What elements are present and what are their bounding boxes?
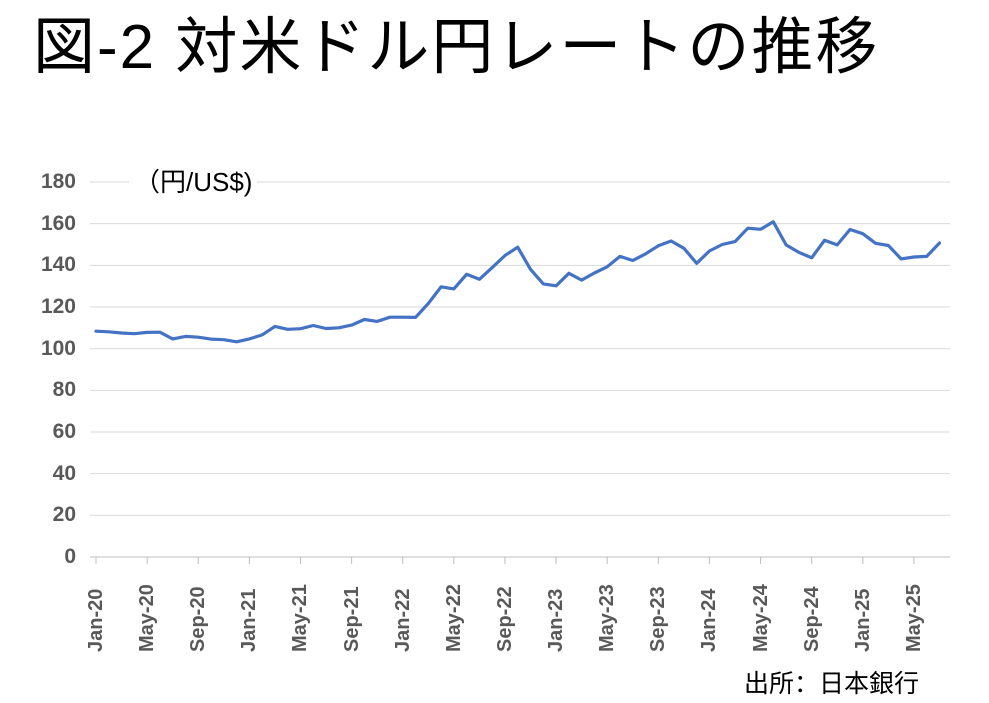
y-axis-unit-label: （円/US$) bbox=[129, 161, 258, 200]
x-axis-label: Sep-24 bbox=[800, 586, 823, 652]
x-axis-label: Sep-22 bbox=[493, 586, 516, 652]
x-axis-label: May-22 bbox=[442, 584, 465, 652]
x-axis-label: Jan-24 bbox=[698, 588, 721, 652]
source-note: 出所：日本銀行 bbox=[743, 670, 919, 698]
y-axis-label: 0 bbox=[64, 545, 76, 568]
y-axis-label: 40 bbox=[52, 461, 76, 485]
y-axis-label: 80 bbox=[52, 378, 76, 402]
x-axis-label: May-25 bbox=[902, 584, 925, 652]
x-axis-label: Jan-25 bbox=[851, 588, 874, 652]
x-axis-label: May-21 bbox=[289, 584, 312, 652]
x-axis-label: Jan-22 bbox=[391, 588, 414, 652]
x-axis-label: Jan-20 bbox=[85, 588, 107, 652]
y-axis-label: 60 bbox=[52, 420, 76, 443]
x-axis-label: Jan-23 bbox=[545, 588, 568, 652]
x-axis-label: Sep-21 bbox=[340, 586, 363, 652]
y-axis-label: 180 bbox=[40, 170, 76, 193]
x-axis-label: Sep-23 bbox=[647, 586, 670, 652]
x-axis-label: May-24 bbox=[749, 584, 772, 652]
y-axis-label: 20 bbox=[52, 503, 76, 527]
y-axis-label: 100 bbox=[40, 336, 76, 360]
x-axis-label: Sep-20 bbox=[187, 586, 210, 652]
plot-area bbox=[90, 181, 950, 564]
y-axis-label: 140 bbox=[40, 253, 76, 277]
x-axis-label: May-23 bbox=[596, 584, 619, 652]
chart-title: 図-2 対米ドル円レートの推移 bbox=[33, 13, 880, 82]
x-axis-label: Jan-21 bbox=[238, 588, 261, 652]
y-axis-label: 160 bbox=[40, 211, 76, 235]
y-axis-label: 120 bbox=[40, 295, 76, 318]
x-axis-label: May-20 bbox=[136, 584, 159, 652]
data-line-usd-jpy bbox=[94, 220, 942, 344]
